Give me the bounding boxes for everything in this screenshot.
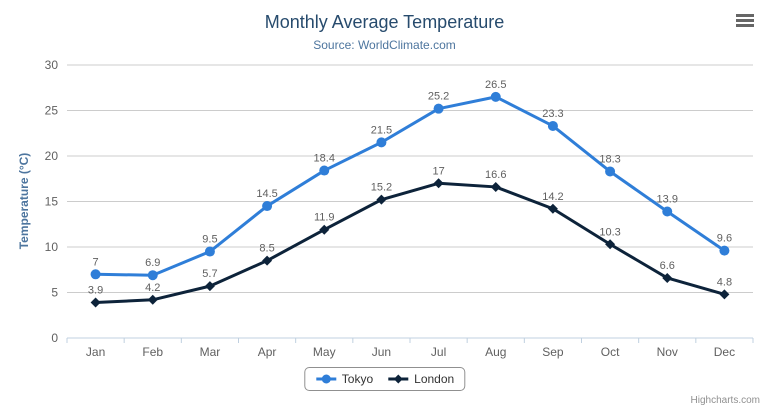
- series-line-london: [94, 181, 726, 305]
- y-axis-tick-label: 25: [45, 104, 59, 118]
- data-label: 15.2: [371, 182, 392, 194]
- data-label: 17: [432, 165, 444, 177]
- data-label: 26.5: [485, 79, 506, 91]
- data-point-tokyo[interactable]: [662, 206, 673, 217]
- data-point-tokyo[interactable]: [319, 165, 330, 176]
- data-label: 18.3: [599, 153, 620, 165]
- data-point-london[interactable]: [147, 294, 158, 305]
- y-axis-tick-label: 5: [51, 286, 58, 300]
- data-point-tokyo[interactable]: [376, 137, 387, 148]
- x-axis-tick-label: Dec: [714, 345, 735, 359]
- legend-label: Tokyo: [341, 372, 374, 386]
- data-label: 14.5: [256, 188, 277, 200]
- hamburger-icon: [736, 14, 754, 17]
- data-point-london[interactable]: [433, 178, 444, 189]
- x-axis-tick-label: Jul: [431, 345, 446, 359]
- x-axis-tick-label: Feb: [142, 345, 163, 359]
- x-axis-tick-label: Mar: [200, 345, 221, 359]
- y-axis-title: Temperature (°C): [17, 152, 31, 250]
- x-axis-tick-label: Oct: [601, 345, 620, 359]
- data-label: 16.6: [485, 169, 506, 181]
- data-label: 9.5: [202, 234, 217, 246]
- x-axis-tick-label: Apr: [258, 345, 277, 359]
- data-label: 7: [93, 256, 99, 268]
- legend-item-tokyo[interactable]: Tokyo: [315, 372, 373, 386]
- data-point-london[interactable]: [719, 289, 730, 300]
- data-point-tokyo[interactable]: [605, 166, 616, 177]
- data-point-london[interactable]: [204, 281, 215, 292]
- data-point-london[interactable]: [376, 194, 387, 205]
- data-point-tokyo[interactable]: [204, 246, 215, 257]
- data-label: 10.3: [599, 226, 620, 238]
- data-label: 21.5: [371, 124, 392, 136]
- y-axis-tick-label: 20: [45, 149, 59, 163]
- data-point-london[interactable]: [605, 239, 616, 250]
- data-label: 14.2: [542, 191, 563, 203]
- y-axis-tick-label: 10: [45, 240, 59, 254]
- legend: Tokyo London: [303, 367, 466, 391]
- highcharts-credits-link[interactable]: Highcharts.com: [690, 395, 760, 406]
- data-label: 25.2: [428, 91, 449, 103]
- chart-subtitle: Source: WorldClimate.com: [313, 38, 456, 52]
- data-label: 6.6: [660, 260, 675, 272]
- data-point-tokyo[interactable]: [490, 91, 501, 102]
- y-axis-tick-label: 0: [51, 331, 58, 345]
- data-point-london[interactable]: [662, 272, 673, 283]
- data-point-london[interactable]: [319, 224, 330, 235]
- data-point-london[interactable]: [90, 297, 101, 308]
- data-label: 3.9: [88, 285, 103, 297]
- data-label: 11.9: [314, 212, 335, 224]
- data-label: 4.2: [145, 282, 160, 294]
- x-axis-tick-label: Aug: [485, 345, 506, 359]
- x-axis-tick-label: Nov: [657, 345, 678, 359]
- data-label: 8.5: [259, 243, 274, 255]
- data-point-london[interactable]: [490, 181, 501, 192]
- x-axis-tick-label: May: [313, 345, 336, 359]
- export-menu-button[interactable]: [736, 14, 754, 27]
- x-axis-tick-label: Sep: [542, 345, 564, 359]
- data-point-london[interactable]: [547, 203, 558, 214]
- y-axis-tick-label: 15: [45, 195, 59, 209]
- data-label: 9.6: [717, 233, 732, 245]
- data-label: 23.3: [542, 108, 563, 120]
- data-label: 5.7: [202, 268, 217, 280]
- data-label: 6.9: [145, 257, 160, 269]
- legend-label: London: [414, 372, 455, 386]
- legend-item-london[interactable]: London: [387, 372, 454, 386]
- x-axis-tick-label: Jan: [86, 345, 105, 359]
- data-point-tokyo[interactable]: [90, 269, 101, 280]
- data-point-london[interactable]: [262, 255, 273, 266]
- data-point-tokyo[interactable]: [719, 245, 730, 256]
- data-point-tokyo[interactable]: [147, 270, 158, 281]
- hamburger-icon: [736, 19, 754, 22]
- data-label: 13.9: [657, 194, 678, 206]
- hamburger-icon: [736, 24, 754, 27]
- data-label: 18.4: [314, 153, 335, 165]
- data-point-tokyo[interactable]: [433, 103, 444, 114]
- diamond-marker-icon: [388, 374, 409, 384]
- data-point-tokyo[interactable]: [547, 120, 558, 131]
- y-axis-tick-label: 30: [45, 58, 59, 72]
- x-axis-tick-label: Jun: [372, 345, 391, 359]
- series-line-tokyo: [94, 95, 726, 277]
- data-point-tokyo[interactable]: [262, 201, 273, 212]
- chart-title: Monthly Average Temperature: [264, 12, 505, 32]
- circle-marker-icon: [315, 374, 336, 384]
- data-label: 4.8: [717, 276, 732, 288]
